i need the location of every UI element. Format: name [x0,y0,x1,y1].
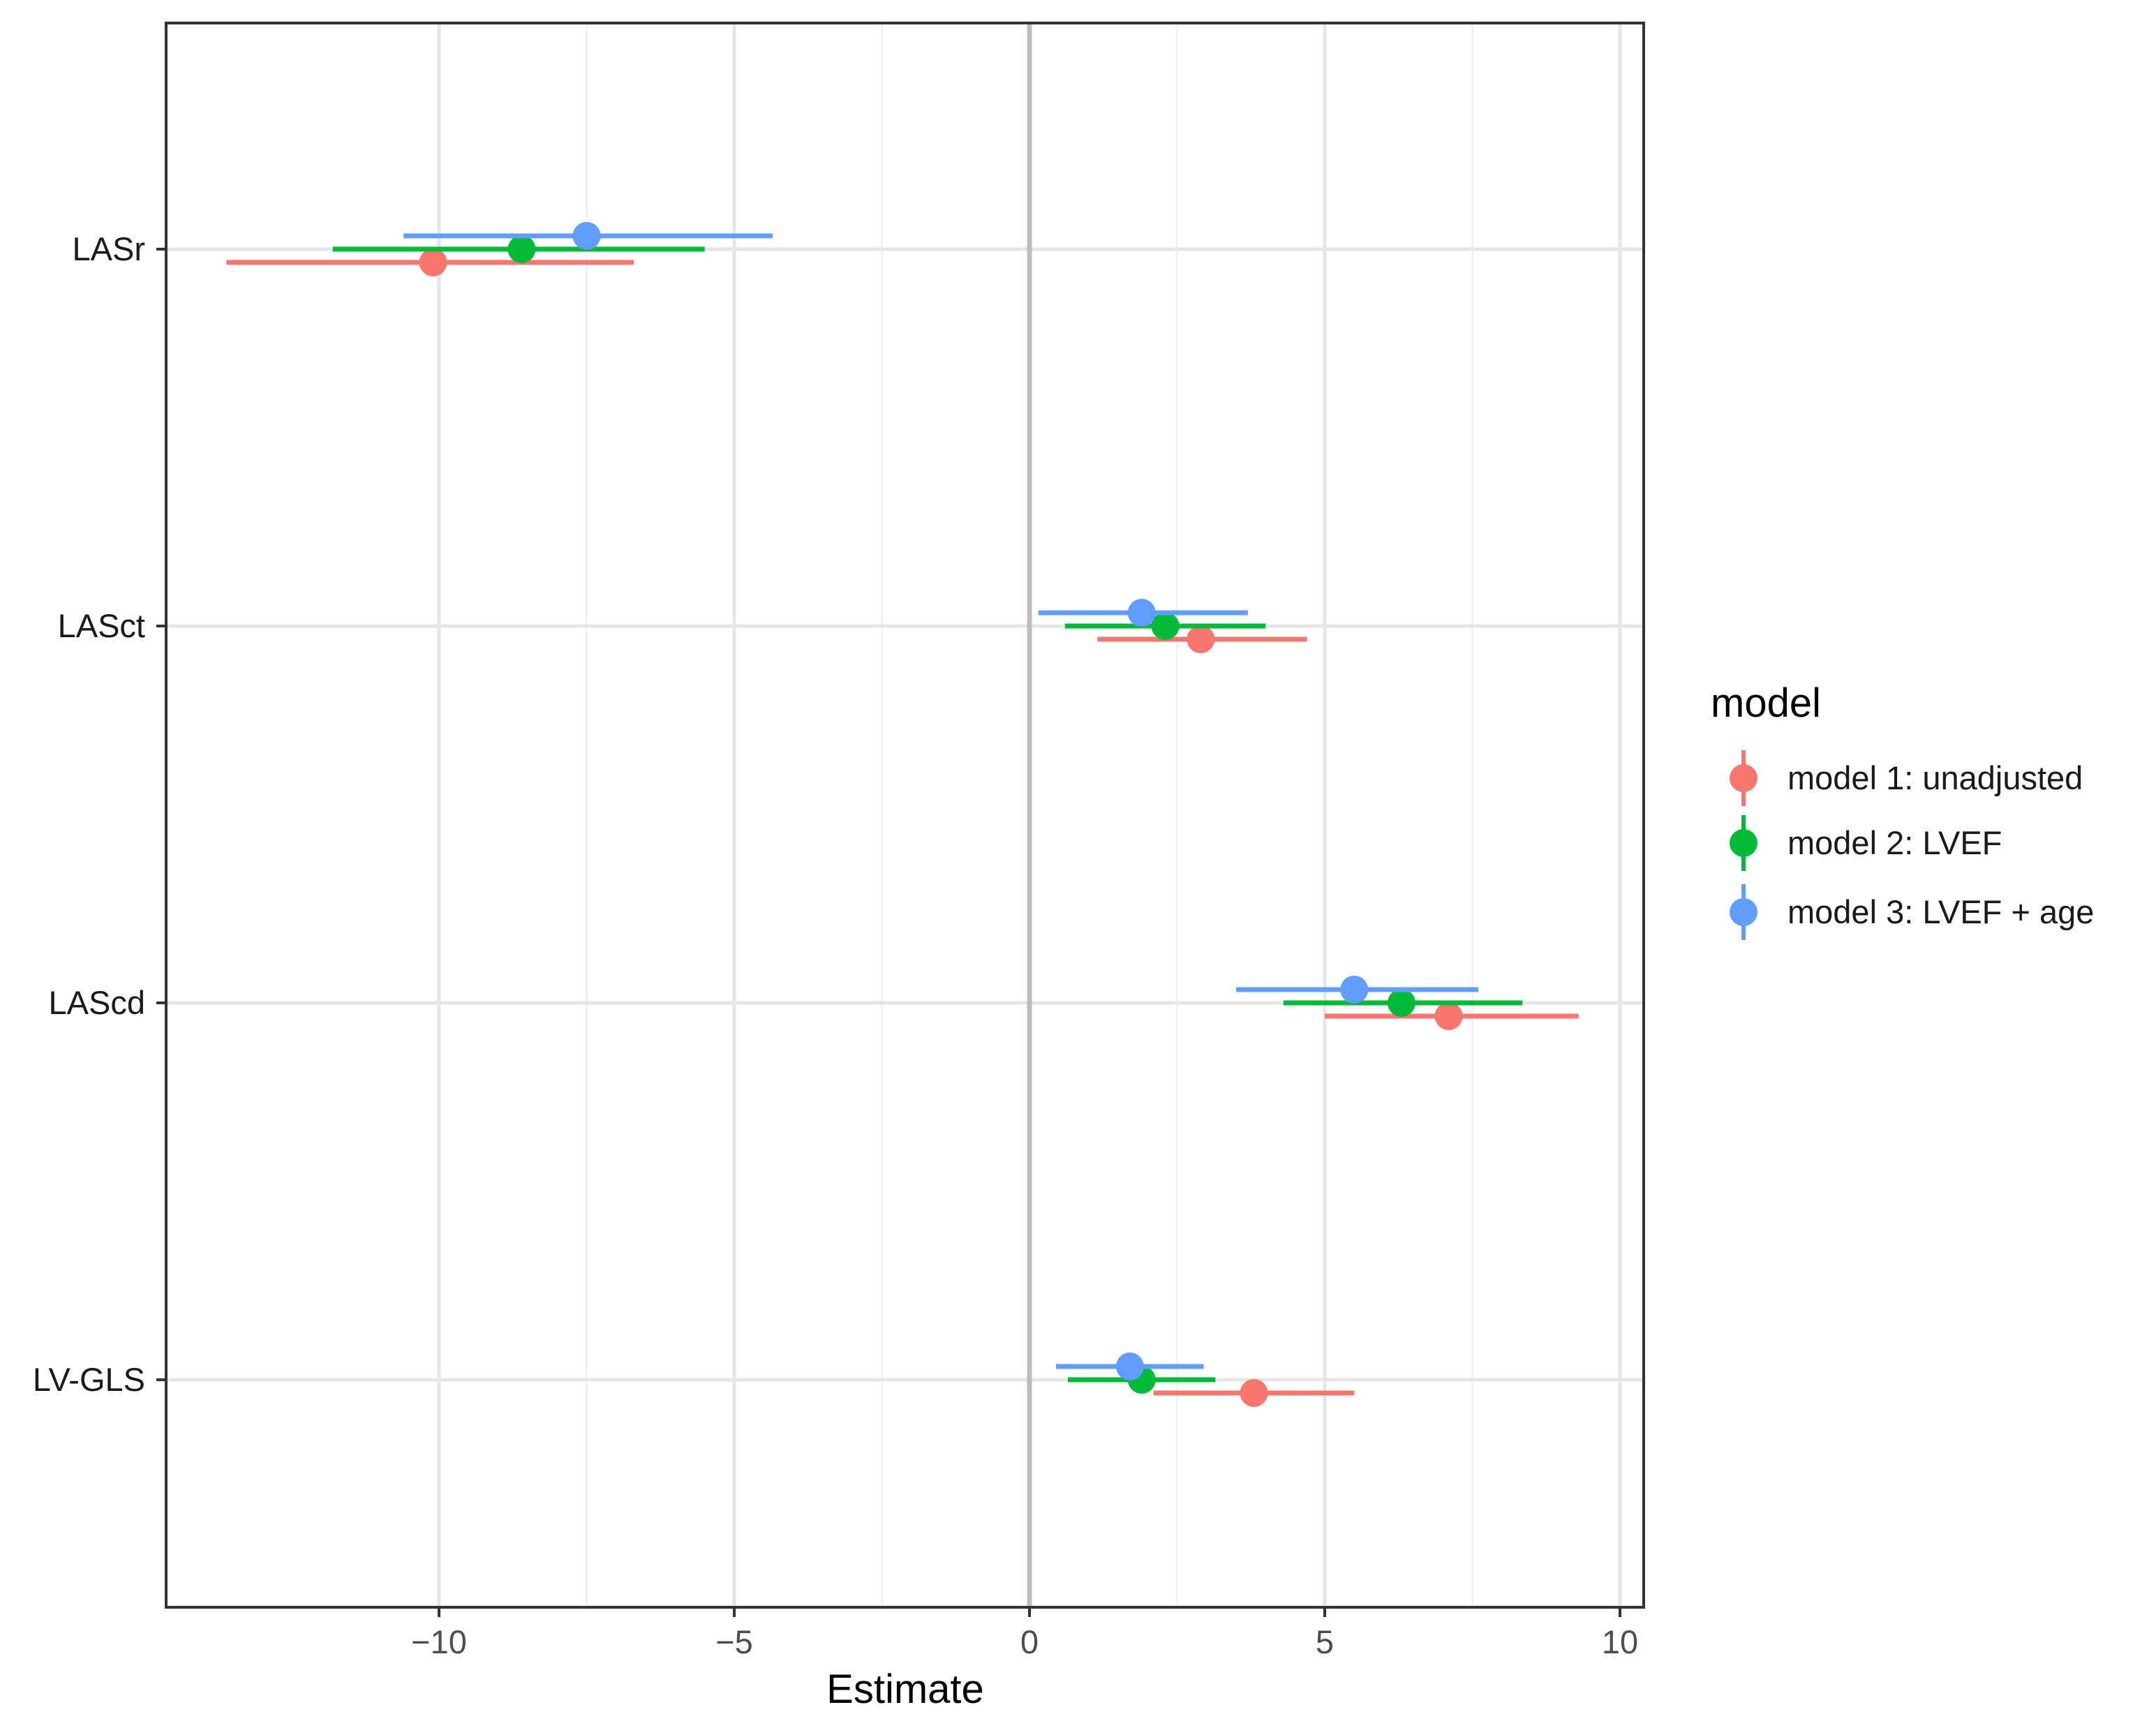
legend-title: model [1711,680,1821,726]
legend-item: model 2: LVEF [1730,815,2002,871]
legend-item: model 1: unadjusted [1730,750,2083,806]
x-tick-label: −10 [411,1623,467,1660]
estimate-point [1387,989,1415,1017]
estimate-point [419,248,447,276]
estimate-point [1127,599,1156,627]
y-axis: LASr LASct LAScd LV-GLS [33,230,166,1398]
legend-key-point [1730,829,1757,857]
estimate-point [1151,612,1180,640]
plot-panel-border [165,22,1645,1609]
y-category-label: LASct [58,607,145,644]
series-2 [332,235,1523,1394]
legend-item: model 3: LVEF + age [1730,884,2094,940]
y-category-label: LAScd [49,984,145,1021]
estimate-point [1434,1002,1463,1030]
estimate-point [507,235,536,263]
legend-label: model 3: LVEF + age [1787,893,2094,930]
legend-label: model 1: unadjusted [1787,759,2083,796]
y-category-label: LASr [73,230,146,267]
x-axis-title: Estimate [826,1667,984,1712]
series-3 [403,222,1478,1380]
data-marks [226,222,1579,1407]
estimate-point [1115,1353,1144,1380]
legend-key-point [1730,898,1757,926]
x-axis: −10 −5 0 5 10 [411,1607,1638,1660]
x-tick-label: −5 [715,1623,753,1660]
estimate-point [1340,976,1369,1004]
estimate-point [1240,1379,1268,1407]
estimate-point [1187,625,1215,653]
estimate-point [572,222,601,250]
series-1 [226,248,1579,1407]
y-category-label: LV-GLS [33,1361,145,1398]
x-tick-label: 10 [1602,1623,1638,1660]
legend-key-point [1730,764,1757,792]
x-tick-label: 0 [1020,1623,1039,1660]
legend-items: model 1: unadjusted model 2: LVEF model 3:… [1730,750,2094,940]
plot-panel-background [166,23,1644,1607]
x-tick-label: 5 [1316,1623,1334,1660]
legend-label: model 2: LVEF [1787,824,2002,861]
